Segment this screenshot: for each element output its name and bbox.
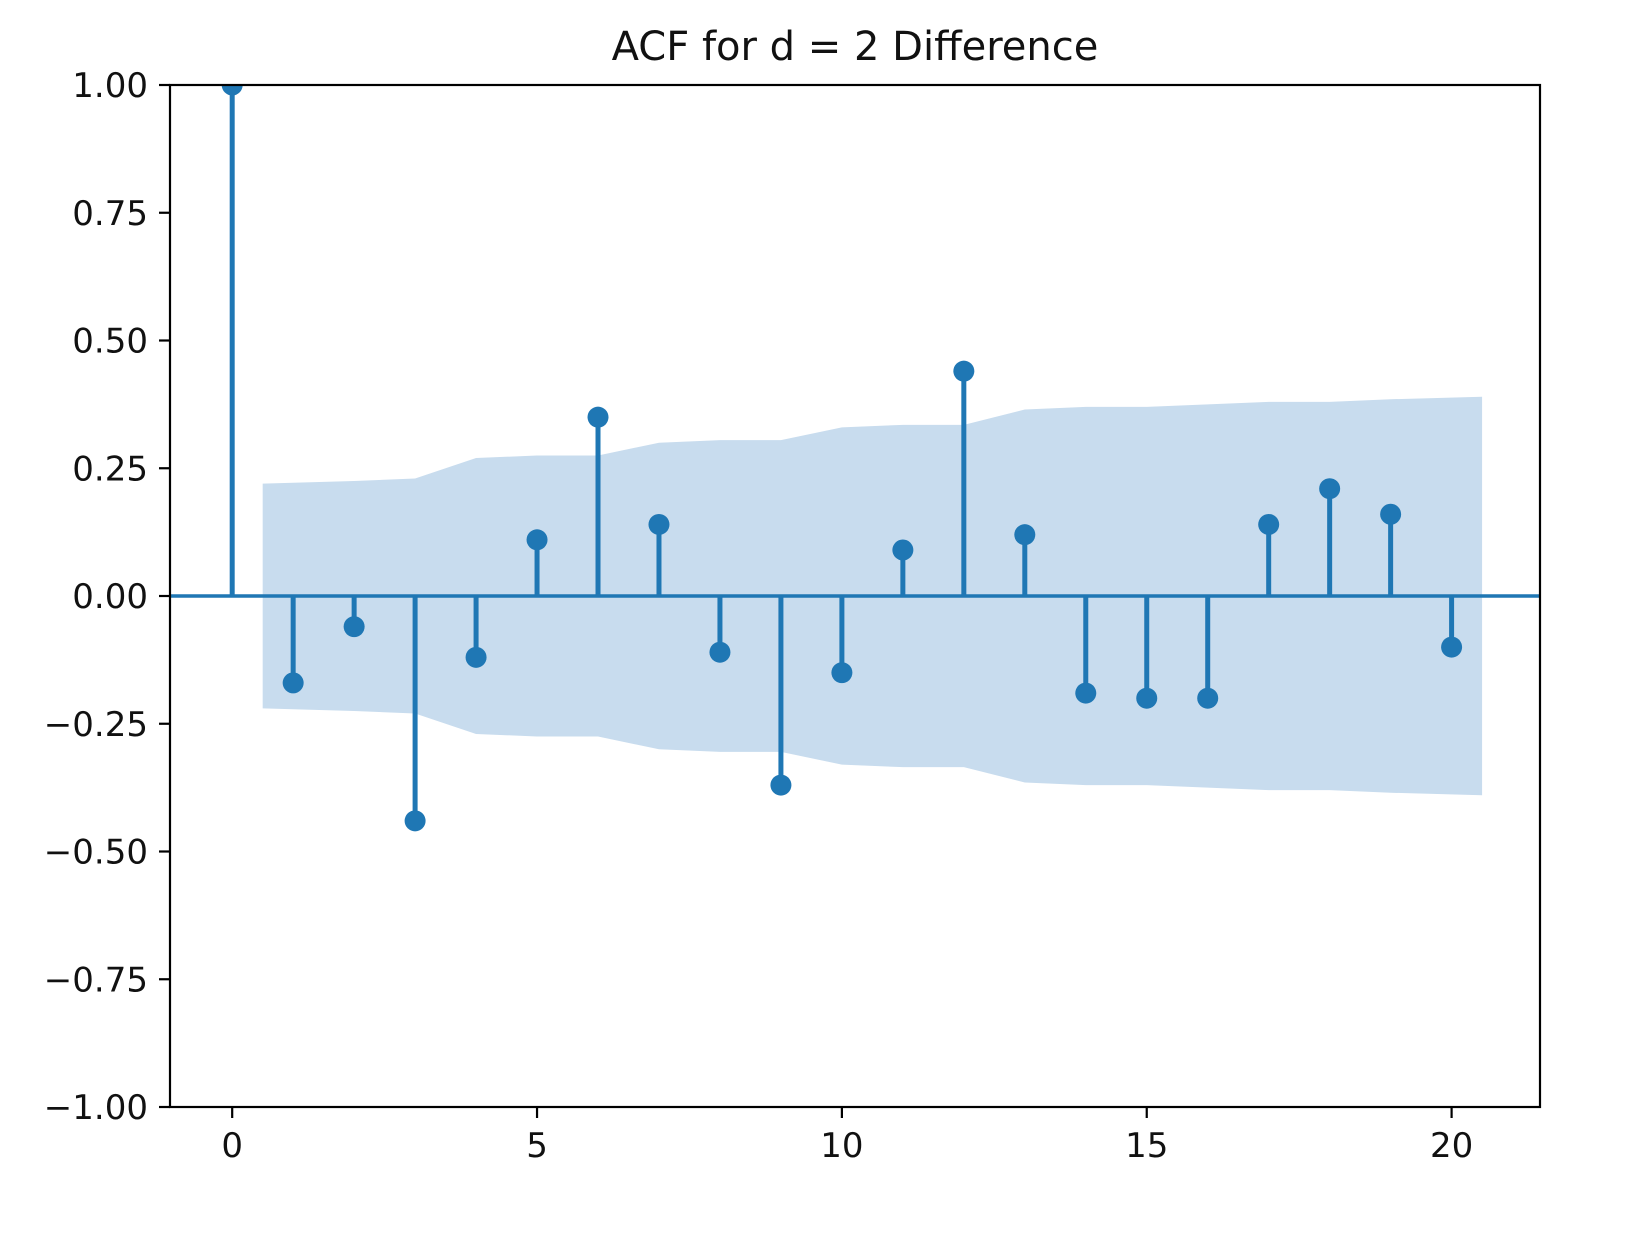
acf-marker <box>1136 687 1158 709</box>
acf-marker <box>648 513 670 535</box>
y-tick-label: −0.50 <box>44 833 148 873</box>
y-tick-label: −1.00 <box>44 1088 148 1128</box>
acf-marker <box>404 810 426 832</box>
y-tick-label: 0.00 <box>72 577 148 617</box>
x-tick-label: 20 <box>1430 1126 1473 1166</box>
acf-marker <box>343 616 365 638</box>
acf-marker <box>892 539 914 561</box>
acf-marker <box>526 529 548 551</box>
acf-marker <box>1197 687 1219 709</box>
x-tick-label: 0 <box>221 1126 243 1166</box>
x-tick-label: 10 <box>820 1126 863 1166</box>
acf-marker <box>587 406 609 428</box>
acf-marker <box>1380 503 1402 525</box>
acf-marker <box>831 662 853 684</box>
acf-marker <box>221 85 243 96</box>
acf-marker <box>1319 478 1341 500</box>
y-tick-label: 1.00 <box>72 66 148 106</box>
chart-title: ACF for d = 2 Difference <box>612 24 1099 70</box>
acf-marker <box>465 646 487 668</box>
y-tick-label: −0.75 <box>44 960 148 1000</box>
acf-marker <box>953 360 975 382</box>
y-tick-label: 0.75 <box>72 194 148 234</box>
acf-marker <box>1014 524 1036 546</box>
acf-marker <box>770 774 792 796</box>
acf-marker <box>1258 513 1280 535</box>
plot-layers: 1.00 0.75 0.50 0.25 0.00 −0.25 −0.50 −0.75 −1.00… <box>44 66 1542 1166</box>
acf-marker <box>1441 636 1463 658</box>
y-tick-label: 0.25 <box>72 449 148 489</box>
x-tick-label: 5 <box>526 1126 548 1166</box>
acf-marker <box>1075 682 1097 704</box>
x-tick-label: 15 <box>1125 1126 1168 1166</box>
y-tick-label: −0.25 <box>44 705 148 745</box>
acf-marker <box>282 672 304 694</box>
acf-marker <box>709 641 731 663</box>
y-tick-label: 0.50 <box>72 322 148 362</box>
